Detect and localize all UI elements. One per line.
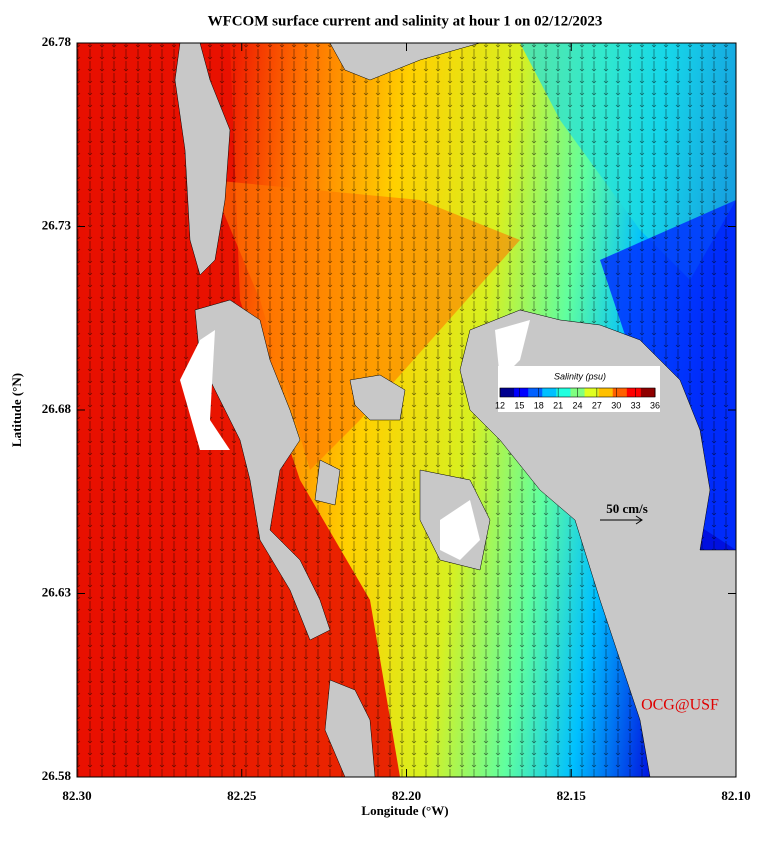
scale-label: 50 cm/s [606, 501, 648, 516]
colorbar-tick-label: 33 [631, 400, 641, 410]
y-axis-label: Latitude (°N) [9, 373, 24, 447]
colorbar-swatch [514, 388, 529, 397]
colorbar-swatch [640, 388, 656, 397]
x-axis-label: Longitude (°W) [361, 803, 448, 818]
scale-arrow [600, 515, 643, 525]
colorbar-swatch [584, 388, 600, 397]
colorbar-tick-label: 24 [572, 400, 582, 410]
colorbar-swatch [556, 388, 571, 397]
y-tick-label: 26.78 [42, 34, 72, 49]
y-tick-label: 26.73 [42, 217, 72, 232]
colorbar-tick-label: 12 [495, 400, 505, 410]
colorbar-swatch [500, 388, 515, 397]
colorbar-label: Salinity (psu) [554, 371, 606, 381]
colorbar-swatch [626, 388, 642, 397]
y-tick-label: 26.63 [42, 584, 72, 599]
map-field [77, 43, 736, 777]
colorbar-tick-label: 27 [592, 400, 602, 410]
y-tick-label: 26.68 [42, 401, 72, 416]
x-tick-label: 82.10 [721, 788, 750, 803]
colorbar-tick-label: 15 [514, 400, 524, 410]
colorbar-swatch [542, 388, 557, 397]
colorbar-swatch [598, 388, 614, 397]
y-tick-label: 26.58 [42, 768, 72, 783]
colorbar-tick-label: 18 [534, 400, 544, 410]
colorbar-swatch [528, 388, 543, 397]
colorbar-tick-label: 30 [611, 400, 621, 410]
x-tick-label: 82.20 [392, 788, 421, 803]
x-tick-label: 82.30 [62, 788, 91, 803]
colorbar-swatch [612, 388, 628, 397]
chart-title: WFCOM surface current and salinity at ho… [208, 13, 603, 29]
x-tick-label: 82.15 [557, 788, 587, 803]
credit: OCG@USF [641, 697, 719, 714]
colorbar-tick-label: 36 [650, 400, 660, 410]
x-tick-label: 82.25 [227, 788, 257, 803]
colorbar-tick-label: 21 [553, 400, 563, 410]
